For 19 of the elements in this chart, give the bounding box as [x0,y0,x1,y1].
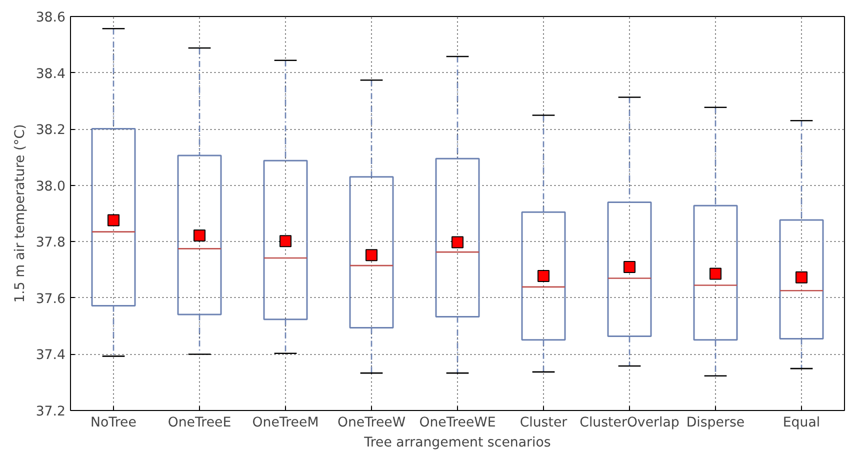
x-axis-title: Tree arrangement scenarios [363,436,551,450]
x-tick-label: OneTreeM [252,416,319,430]
y-tick-label: 38.6 [36,10,66,26]
x-tick-label: ClusterOverlap [580,416,680,430]
y-tick-label: 37.2 [36,404,66,420]
y-tick-label: 38.2 [36,123,66,138]
y-axis-title: 1.5 m air temperature (°C) [12,124,28,303]
y-tick-label: 37.8 [36,236,66,251]
x-tick-label: NoTree [90,416,136,430]
y-tick-label: 37.6 [36,292,66,307]
y-tick-label: 38.0 [36,179,66,194]
x-tick-label: Disperse [686,416,745,430]
x-tick-label: Cluster [520,416,568,430]
x-tick-label: OneTreeE [168,416,232,430]
y-tick-label: 38.4 [36,66,66,82]
x-tick-label: Equal [782,416,820,430]
x-tick-label: OneTreeW [337,416,406,430]
y-tick-label: 37.4 [36,348,66,364]
x-tick-label: OneTreeWE [419,416,496,430]
